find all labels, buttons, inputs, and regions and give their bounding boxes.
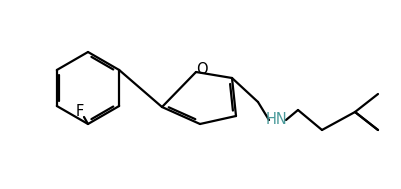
Text: F: F bbox=[76, 104, 84, 119]
Text: HN: HN bbox=[265, 112, 287, 128]
Text: O: O bbox=[196, 63, 207, 77]
